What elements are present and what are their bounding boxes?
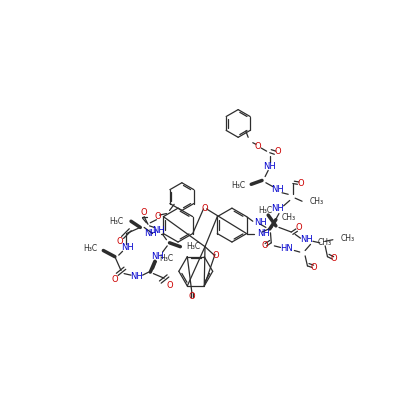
Text: H₃C: H₃C [160,254,174,263]
Text: O: O [262,241,268,250]
Text: NH: NH [121,243,134,252]
Text: O: O [212,252,219,260]
Text: NH: NH [263,162,276,171]
Text: H₃C: H₃C [83,244,97,254]
Text: O: O [117,237,124,246]
Text: H₃C: H₃C [231,181,245,190]
Text: O: O [274,148,281,156]
Text: NH: NH [130,272,143,281]
Text: H₃C: H₃C [109,217,123,226]
Text: H₃C: H₃C [186,242,201,251]
Text: NH: NH [144,229,157,238]
Text: O: O [112,275,118,284]
Text: NH: NH [271,204,284,214]
Text: NH: NH [152,226,165,235]
Text: O: O [297,179,304,188]
Text: NH: NH [152,252,164,261]
Text: H₃C: H₃C [258,206,272,215]
Text: CH₃: CH₃ [310,198,324,206]
Text: O: O [155,212,161,221]
Text: HN: HN [280,244,293,254]
Text: CH₃: CH₃ [318,238,332,247]
Text: O: O [188,292,195,301]
Text: NH: NH [257,229,269,238]
Text: NH: NH [254,218,267,227]
Text: CH₃: CH₃ [340,234,355,243]
Text: O: O [310,263,317,272]
Text: O: O [141,208,148,217]
Text: O: O [255,142,262,151]
Text: O: O [330,254,337,263]
Text: O: O [202,204,208,213]
Text: O: O [167,282,174,290]
Text: O: O [296,223,302,232]
Text: CH₃: CH₃ [282,213,296,222]
Text: NH: NH [271,185,284,194]
Text: NH: NH [300,235,313,244]
